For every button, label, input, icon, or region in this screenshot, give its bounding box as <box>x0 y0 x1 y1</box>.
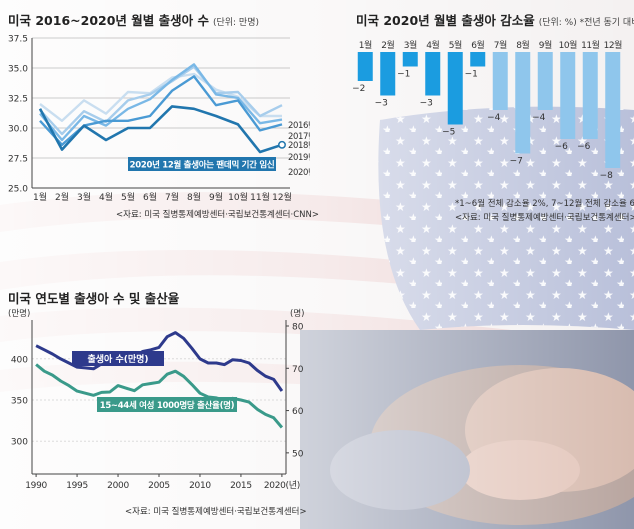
c1-ytick-label: 37.5 <box>8 35 28 45</box>
c2-bar <box>380 52 396 96</box>
chart1-source: <자료: 미국 질병통제예방센터·국립보건통계센터·CNN> <box>116 210 319 220</box>
c2-value-label: −1 <box>397 70 410 80</box>
c3-fertility-label-box <box>97 397 237 412</box>
c2-value-label: −6 <box>555 142 569 152</box>
c1-ytick-label: 27.5 <box>8 155 28 165</box>
c2-bar <box>470 52 486 67</box>
c1-series-label: 2017년 <box>288 131 310 142</box>
c1-series-line <box>39 72 282 122</box>
monthly-births-line-chart: 37.5 35.0 32.5 30.0 27.5 25.0 1월 2월 3월 4월 5월 6월 7월 8월… <box>8 35 310 204</box>
c2-category-label: 1월 <box>359 39 372 51</box>
c2-category-label: 11월 <box>581 39 599 51</box>
c1-xtick-label: 2월 <box>55 191 69 203</box>
c3-right-tick-label: 80 <box>292 323 304 333</box>
c3-left-tick-label: 300 <box>11 438 28 448</box>
c2-category-label: 5월 <box>449 39 462 51</box>
c3-left-tick-label: 400 <box>11 355 28 365</box>
c1-series-label: 2019년 <box>288 152 310 163</box>
chart3-title: 미국 연도별 출생아 수 및 출산율 <box>8 291 180 306</box>
c1-xtick-label: 8월 <box>187 191 201 203</box>
c3-x-tick-label: 2015 <box>230 481 252 491</box>
c3-series-line <box>35 363 284 429</box>
c2-bar <box>447 52 463 125</box>
c2-bar <box>515 52 531 154</box>
c2-value-label: −2 <box>352 84 365 94</box>
c3-right-axis-unit: (명) <box>290 308 304 319</box>
c2-category-label: 12월 <box>604 39 622 51</box>
c3-x-tick-label: 2005 <box>148 481 170 491</box>
c1-xtick-label: 10월 <box>228 191 248 203</box>
c2-category-label: 3월 <box>404 39 417 51</box>
c2-category-label: 8월 <box>516 39 529 51</box>
c2-value-label: −3 <box>420 99 433 109</box>
c2-value-label: −3 <box>375 99 388 109</box>
c1-xtick-label: 6월 <box>143 191 157 203</box>
c1-xtick-label: 7월 <box>165 191 179 203</box>
c3-right-tick-label: 60 <box>292 407 304 417</box>
c1-ytick-label: 32.5 <box>8 95 28 105</box>
c2-value-label: −6 <box>577 142 591 152</box>
c3-x-tick-label: 2000 <box>107 481 129 491</box>
c2-value-label: −7 <box>510 157 523 167</box>
c2-value-label: −4 <box>532 113 546 123</box>
yearly-births-fertility-chart: (만명) (명) 400 350 300 80 70 60 50 1990 1995 2000 2005… <box>8 308 304 491</box>
c1-xtick-label: 4월 <box>99 191 113 203</box>
c2-value-label: −4 <box>487 113 501 123</box>
c2-bar <box>357 52 373 81</box>
c2-category-label: 4월 <box>426 39 439 51</box>
c2-bar <box>560 52 576 139</box>
c3-x-tick-label: 1995 <box>66 481 88 491</box>
c2-bar <box>537 52 553 110</box>
c2-category-label: 2월 <box>381 39 394 51</box>
c1-xtick-label: 9월 <box>209 191 223 203</box>
c1-xtick-label: 1월 <box>33 191 47 203</box>
c2-category-label: 10월 <box>559 39 577 51</box>
chart2-source: <자료: 미국 질병통제예방센터·국립보건통계센터> <box>455 213 634 223</box>
c3-x-tick-label: 2020(년) <box>264 480 300 491</box>
chart2-footnote: *1~6월 전체 감소율 2%, 7~12월 전체 감소율 6% <box>455 199 634 209</box>
c2-value-label: −5 <box>442 128 455 138</box>
chart3-source: <자료: 미국 질병통제예방센터·국립보건통계센터> <box>125 507 307 517</box>
c1-end-marker <box>278 140 286 149</box>
c1-series-line <box>38 105 283 154</box>
c3-right-tick-label: 70 <box>292 365 304 375</box>
c1-ytick-label: 35.0 <box>8 65 28 75</box>
c3-left-axis-unit: (만명) <box>8 308 30 319</box>
c2-bar <box>605 52 621 168</box>
c1-ytick-label: 25.0 <box>8 185 28 195</box>
c1-series-line <box>39 63 283 142</box>
c3-x-tick-label: 2010 <box>189 481 211 491</box>
c3-x-tick-label: 1990 <box>25 481 47 491</box>
monthly-decline-bar-chart: 1월 −2 2월 −3 3월 −1 4월 −3 5월 −5 6월 −1 7월 −4 8월 −7 9월 −4 10월 −… <box>352 39 622 181</box>
c2-bar <box>492 52 508 110</box>
c1-annotation-box <box>128 157 276 171</box>
c1-xtick-label: 5월 <box>121 191 135 203</box>
c1-series-label: 2016년 <box>288 120 310 131</box>
c3-right-tick-label: 50 <box>292 449 304 459</box>
c1-ytick-label: 30.0 <box>8 125 28 135</box>
c2-bar <box>582 52 598 139</box>
c1-series-label: 2020년 <box>288 167 310 178</box>
c3-births-label: 출생아 수(만명) <box>87 353 148 365</box>
c1-annotation-text: 2020년 12월 출생아는 팬데믹 기간 임신 <box>130 160 275 171</box>
c2-bar <box>425 52 441 96</box>
chart1-title: 미국 2016~2020년 월별 출생아 수 (단위: 만명) <box>8 13 260 28</box>
c1-xtick-label: 12월 <box>272 191 292 203</box>
chart2-title: 미국 2020년 월별 출생아 감소율 (단위: %) *전년 동기 대비 <box>356 13 634 28</box>
c2-value-label: −8 <box>600 171 614 181</box>
c1-xtick-label: 3월 <box>77 191 91 203</box>
c3-left-tick-label: 350 <box>11 397 28 407</box>
c2-bar <box>402 52 418 67</box>
c1-series-line <box>39 65 283 136</box>
c3-births-label-box <box>72 351 164 366</box>
c2-category-label: 6월 <box>471 39 484 51</box>
c2-category-label: 9월 <box>539 39 552 51</box>
c2-value-label: −1 <box>465 70 478 80</box>
c1-xtick-label: 11월 <box>250 191 270 203</box>
c3-fertility-label: 15~44세 여성 1000명당 출산율(명) <box>100 400 235 411</box>
c2-category-label: 7월 <box>494 39 507 51</box>
c1-series-label: 2018년 <box>288 140 310 151</box>
